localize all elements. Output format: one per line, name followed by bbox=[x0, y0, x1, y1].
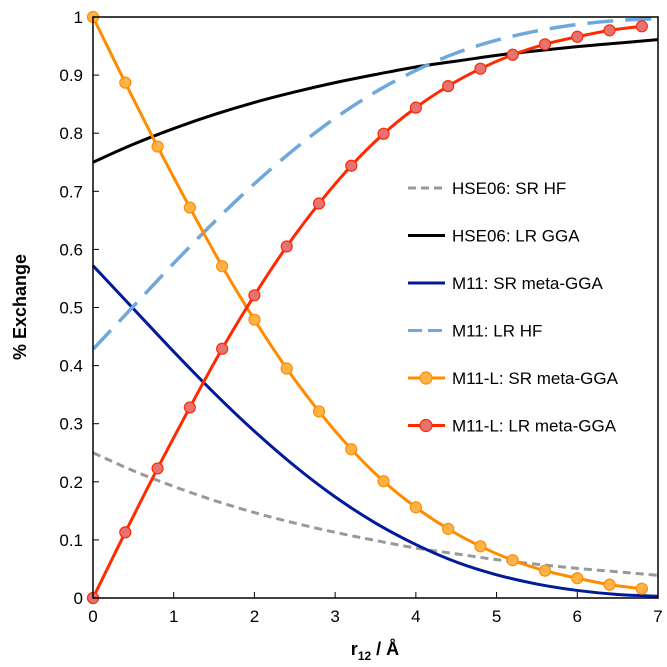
series-line bbox=[91, 24, 643, 599]
data-point bbox=[151, 140, 164, 153]
plot-area-frame bbox=[92, 16, 659, 599]
x-tick-label: 5 bbox=[492, 607, 501, 626]
y-tick-label: 0.2 bbox=[59, 473, 83, 492]
x-axis: 0 1 2 3 4 5 6 7 bbox=[88, 592, 663, 626]
data-point bbox=[377, 127, 390, 140]
data-point bbox=[216, 260, 229, 273]
data-point bbox=[119, 76, 132, 89]
data-point bbox=[312, 197, 326, 210]
legend-label: M11: SR meta-GGA bbox=[452, 274, 603, 293]
data-point bbox=[151, 462, 164, 475]
series-m11-sr-meta-gga bbox=[91, 264, 659, 598]
data-point bbox=[442, 522, 455, 535]
data-point bbox=[280, 362, 293, 375]
data-point bbox=[506, 554, 519, 567]
x-tick-label: 2 bbox=[250, 607, 259, 626]
y-tick-label: 0 bbox=[74, 589, 83, 608]
data-point bbox=[506, 48, 519, 61]
legend-label: M11-L: SR meta-GGA bbox=[452, 369, 619, 388]
y-tick-label: 0.5 bbox=[59, 299, 83, 318]
series-m11-l-lr-meta-gga bbox=[86, 20, 648, 605]
data-point bbox=[538, 564, 552, 577]
data-point bbox=[603, 578, 616, 591]
series-line bbox=[91, 16, 643, 591]
data-point bbox=[474, 62, 487, 75]
data-point bbox=[312, 405, 326, 418]
x-tick-label: 0 bbox=[88, 607, 97, 626]
y-tick-label: 0.6 bbox=[59, 240, 83, 259]
x-tick-label: 6 bbox=[573, 607, 582, 626]
y-axis-title: % Exchange bbox=[10, 254, 30, 360]
x-tick-label: 7 bbox=[653, 607, 662, 626]
x-tick-label: 3 bbox=[330, 607, 339, 626]
series-line bbox=[91, 264, 659, 598]
data-point bbox=[345, 159, 358, 172]
legend-marker bbox=[419, 371, 433, 385]
series-line bbox=[91, 16, 659, 351]
legend-label: M11-L: LR meta-GGA bbox=[452, 417, 617, 436]
series-hse06-lr-gga bbox=[92, 38, 659, 164]
y-tick-label: 0.3 bbox=[59, 415, 83, 434]
legend-item-hse06-sr-hf: HSE06: SR HF bbox=[408, 179, 566, 198]
legend-label: M11: LR HF bbox=[452, 322, 542, 341]
legend-label: HSE06: LR GGA bbox=[452, 227, 580, 246]
x-axis-title-unit: / Å bbox=[371, 639, 399, 659]
data-point bbox=[377, 475, 390, 488]
data-point bbox=[409, 501, 422, 514]
data-point bbox=[603, 24, 616, 37]
legend-item-m11-sr-meta-gga: M11: SR meta-GGA bbox=[408, 274, 603, 293]
legend: HSE06: SR HF HSE06: LR GGA M11: SR meta-GG… bbox=[408, 179, 619, 436]
data-point bbox=[345, 443, 358, 456]
y-axis: 0 0.1 0.2 0.3 0.4 0.5 0.6 0.7 0.8 0.9 1 bbox=[59, 8, 99, 608]
data-point bbox=[248, 289, 261, 302]
y-tick-label: 0.9 bbox=[59, 66, 83, 85]
data-point bbox=[635, 20, 648, 33]
series-layer bbox=[86, 10, 659, 605]
legend-item-m11-l-lr-meta-gga: M11-L: LR meta-GGA bbox=[408, 417, 617, 436]
series-line bbox=[92, 38, 659, 164]
y-tick-label: 0.1 bbox=[59, 531, 83, 550]
x-axis-title: r12 / Å bbox=[351, 639, 399, 663]
legend-marker bbox=[419, 418, 433, 433]
data-point bbox=[183, 201, 196, 214]
data-point bbox=[248, 313, 261, 326]
series-line bbox=[92, 451, 659, 577]
legend-label: HSE06: SR HF bbox=[452, 179, 566, 198]
data-point bbox=[538, 38, 552, 51]
data-point bbox=[216, 342, 229, 355]
series-hse06-sr-hf bbox=[92, 451, 659, 577]
data-point bbox=[571, 572, 584, 585]
x-axis-title-subscript: 12 bbox=[358, 649, 372, 663]
series-m11-l-sr-meta-gga bbox=[86, 10, 648, 595]
x-tick-label: 1 bbox=[169, 607, 178, 626]
data-point bbox=[119, 526, 132, 539]
y-tick-label: 0.7 bbox=[59, 182, 83, 201]
x-tick-label: 4 bbox=[411, 607, 420, 626]
x-axis-title-base: r bbox=[351, 639, 358, 659]
data-point bbox=[635, 582, 648, 595]
legend-item-m11-l-sr-meta-gga: M11-L: SR meta-GGA bbox=[408, 369, 619, 388]
data-point bbox=[442, 80, 455, 93]
data-point bbox=[183, 401, 196, 414]
data-point bbox=[409, 101, 422, 114]
data-point bbox=[571, 30, 584, 43]
data-point bbox=[474, 540, 487, 553]
y-tick-label: 0.4 bbox=[59, 357, 83, 376]
legend-item-m11-lr-hf: M11: LR HF bbox=[408, 322, 542, 341]
legend-item-hse06-lr-gga: HSE06: LR GGA bbox=[408, 227, 580, 246]
y-tick-label: 1 bbox=[74, 8, 83, 27]
y-tick-label: 0.8 bbox=[59, 124, 83, 143]
series-m11-lr-hf bbox=[91, 16, 659, 351]
data-point bbox=[280, 240, 293, 253]
